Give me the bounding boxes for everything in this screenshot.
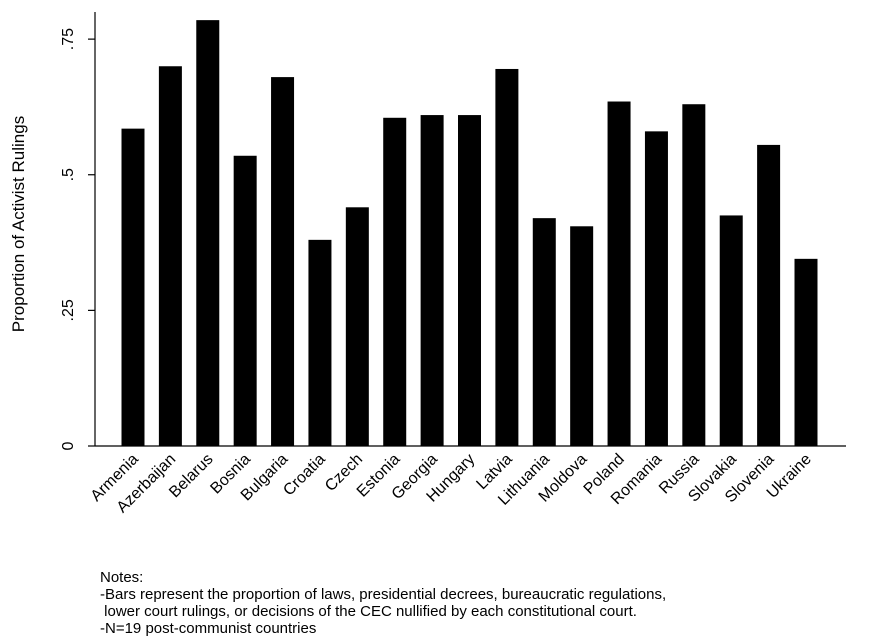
notes: Notes: -Bars represent the proportion of…	[100, 569, 870, 637]
y-ticks: 0 .25 .5 .75	[60, 28, 95, 450]
bar-croatia	[308, 239, 332, 446]
notes-heading: Notes:	[100, 569, 144, 586]
notes-line-1: -Bars represent the proportion of laws, …	[100, 586, 667, 603]
bar-chart: Proportion of Activist Rulings 0 .25 .5 .75…	[9, 12, 846, 517]
y-tick-label: 0	[60, 441, 77, 450]
bar-azerbaijan	[158, 66, 182, 446]
notes-line-3: -N=19 post-communist countries	[100, 620, 317, 637]
x-tick-label: Croatia	[280, 451, 329, 500]
bars	[121, 20, 818, 447]
bar-estonia	[383, 117, 407, 446]
x-tick-labels: ArmeniaAzerbaijanBelarusBosniaBulgariaCr…	[88, 451, 815, 517]
bar-poland	[607, 101, 631, 446]
y-tick-label: .5	[60, 168, 77, 181]
bar-slovenia	[757, 144, 781, 446]
bar-bulgaria	[271, 77, 295, 446]
notes-line-2: lower court rulings, or decisions of the…	[100, 603, 637, 620]
y-axis-label: Proportion of Activist Rulings	[9, 116, 28, 332]
bar-hungary	[458, 115, 481, 446]
bar-czech	[345, 207, 369, 446]
y-tick-label: .25	[60, 299, 77, 321]
bar-slovakia	[719, 215, 743, 446]
bar-ukraine	[794, 258, 818, 446]
bar-bosnia	[233, 155, 257, 446]
bar-russia	[682, 104, 706, 446]
bar-romania	[644, 131, 668, 446]
y-tick-label: .75	[60, 28, 77, 50]
bar-belarus	[196, 20, 220, 446]
bar-lithuania	[532, 218, 556, 446]
bar-latvia	[495, 68, 519, 447]
bar-armenia	[121, 128, 145, 446]
bar-moldova	[570, 226, 594, 446]
bar-georgia	[420, 115, 444, 446]
